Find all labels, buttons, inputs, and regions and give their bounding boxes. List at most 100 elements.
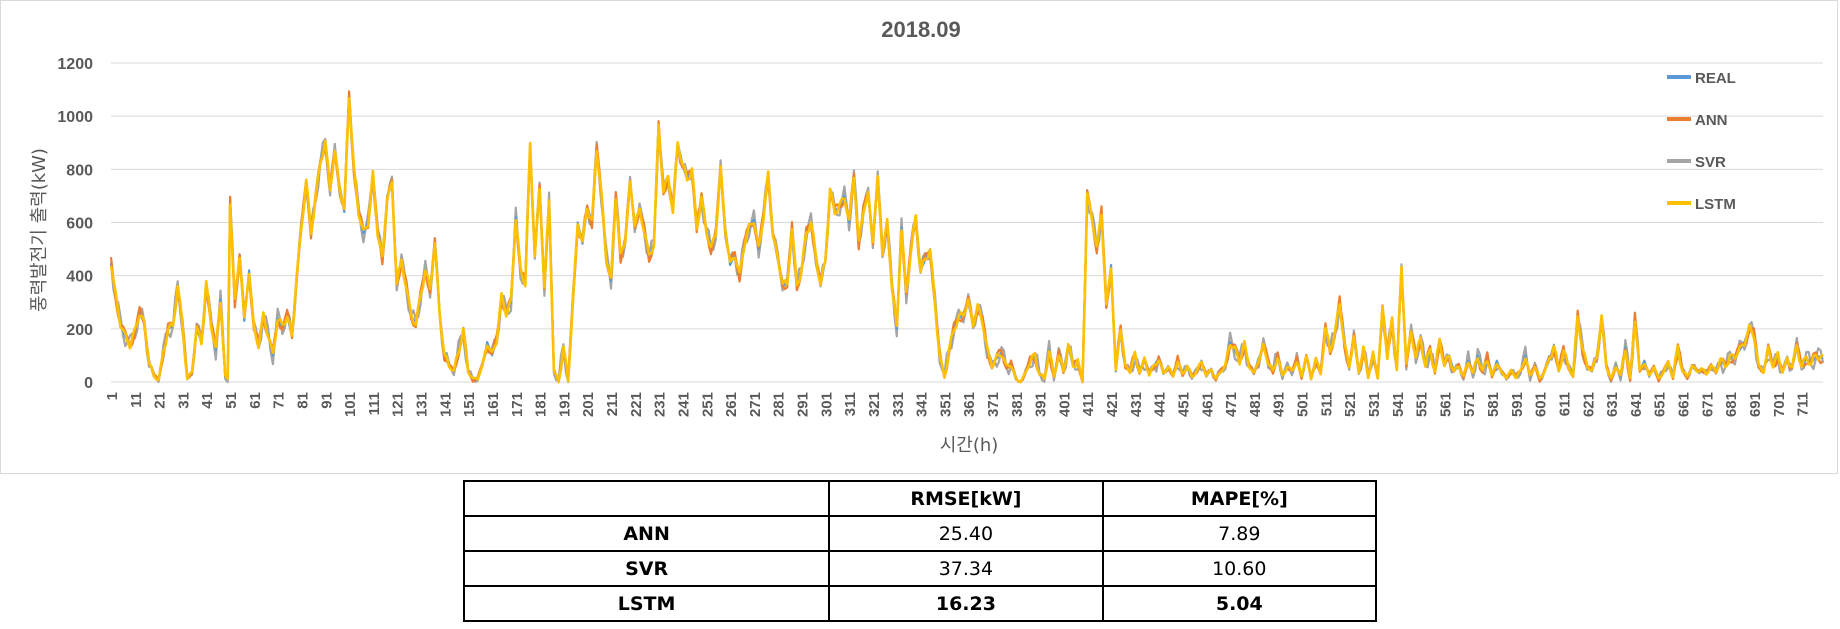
x-tick-label: 91 [318,392,335,409]
x-tick-label: 581 [1485,392,1502,417]
model-name: ANN [462,515,831,552]
x-axis-label: 시간(h) [940,435,999,456]
chart-frame: 2018.09 풍력발전기 출력(kW) 시간(h) 0 200 400 600 800… [0,0,1838,474]
line-chart: 2018.09 풍력발전기 출력(kW) 시간(h) 0 200 400 600 800… [29,17,1825,456]
model-name: LSTM [462,585,831,622]
table-row: SVR 37.34 10.60 [462,550,1378,587]
x-tick-label: 301 [818,392,835,417]
x-tick-label: 311 [842,392,859,416]
x-tick-label: 341 [914,392,931,417]
x-tick-label: 661 [1676,392,1693,417]
y-tick-label: 1000 [57,109,93,126]
x-tick-label: 601 [1533,392,1550,417]
x-tick-label: 211 [604,392,621,416]
x-tick-label: 231 [652,392,669,417]
x-tick-label: 421 [1104,392,1121,417]
x-tick-label: 461 [1199,392,1216,417]
x-tick-label: 481 [1247,392,1264,417]
x-tick-label: 201 [580,392,597,417]
x-tick-label: 261 [723,392,740,417]
x-tick-label: 391 [1033,392,1050,417]
x-tick-label: 271 [747,392,764,417]
x-tick-label: 501 [1295,392,1312,417]
table-row: ANN 25.40 7.89 [462,515,1378,552]
x-tick-label: 651 [1652,392,1669,417]
x-tick-label: 61 [247,392,264,409]
x-tick-label: 681 [1723,392,1740,417]
table-header-rmse: RMSE[kW] [828,480,1104,517]
series-layer [109,90,1825,384]
legend: REAL ANN SVR LSTM [1667,70,1736,213]
y-tick-label: 200 [66,322,93,339]
series-line-lstm [109,97,1824,384]
x-tick-label: 281 [771,392,788,417]
x-tick-label: 531 [1366,392,1383,417]
x-tick-label: 471 [1223,392,1240,417]
x-tick-label: 371 [985,392,1002,417]
x-tick-label: 431 [1128,392,1145,417]
series-line-svr [109,96,1825,384]
chart-title: 2018.09 [881,17,961,42]
x-tick-label: 101 [342,392,359,417]
x-tick-label: 291 [795,392,812,417]
series-line-ann [109,90,1824,384]
x-tick-label: 441 [1152,392,1169,417]
table-header-mape: MAPE[%] [1101,480,1378,517]
model-name: SVR [462,550,831,587]
legend-label: SVR [1695,154,1726,171]
x-tick-label: 571 [1461,392,1478,417]
y-axis-label: 풍력발전기 출력(kW) [29,148,50,312]
rmse-value: 16.23 [828,585,1104,622]
mape-value: 7.89 [1101,515,1378,552]
x-tick-label: 521 [1342,392,1359,417]
y-tick-label: 400 [66,269,93,286]
x-tick-label: 511 [1318,392,1335,416]
x-tick-label: 631 [1604,392,1621,417]
x-tick-label: 451 [1175,392,1192,417]
x-tick-label: 241 [675,392,692,417]
x-tick-label: 551 [1414,392,1431,417]
mape-value: 10.60 [1101,550,1378,587]
x-tick-label: 331 [890,392,907,417]
x-tick-label: 491 [1271,392,1288,417]
rmse-value: 37.34 [828,550,1104,587]
x-tick-label: 11 [128,392,145,408]
x-tick-label: 111 [366,392,383,415]
table-header-row: RMSE[kW] MAPE[%] [462,480,1378,517]
x-tick-label: 251 [699,392,716,417]
x-tick-label: 621 [1580,392,1597,417]
mape-value: 5.04 [1101,585,1378,622]
legend-label: REAL [1695,70,1736,87]
x-tick-label: 381 [1009,392,1026,417]
series-line-real [109,93,1824,384]
x-tick-label: 541 [1390,392,1407,417]
x-tick-label: 691 [1747,392,1764,417]
x-tick-label: 151 [461,392,478,417]
x-tick-label: 321 [866,392,883,417]
table-header-blank [462,480,831,517]
y-tick-label: 600 [66,216,93,233]
x-tick-label: 671 [1699,392,1716,417]
x-tick-label: 81 [294,392,311,409]
x-tick-label: 711 [1795,392,1812,416]
x-tick-label: 31 [175,392,192,409]
legend-label: ANN [1695,112,1728,129]
x-tick-label: 191 [556,392,573,417]
x-tick-label: 161 [485,392,502,417]
rmse-value: 25.40 [828,515,1104,552]
metrics-table: RMSE[kW] MAPE[%] ANN 25.40 7.89 SVR 37.3… [462,480,1378,622]
y-tick-label: 0 [84,375,93,392]
x-tick-label: 561 [1437,392,1454,417]
x-tick-label: 51 [223,392,240,409]
x-tick-label: 1 [104,392,121,400]
x-tick-label: 701 [1771,392,1788,417]
table-row: LSTM 16.23 5.04 [462,585,1378,622]
y-tick-label: 1200 [57,56,93,73]
x-tick-label: 641 [1628,392,1645,417]
x-tick-label: 591 [1509,392,1526,417]
x-tick-label: 171 [509,392,526,417]
x-tick-label: 411 [1080,392,1097,416]
x-tick-label: 351 [937,392,954,417]
x-tick-label: 221 [628,392,645,417]
